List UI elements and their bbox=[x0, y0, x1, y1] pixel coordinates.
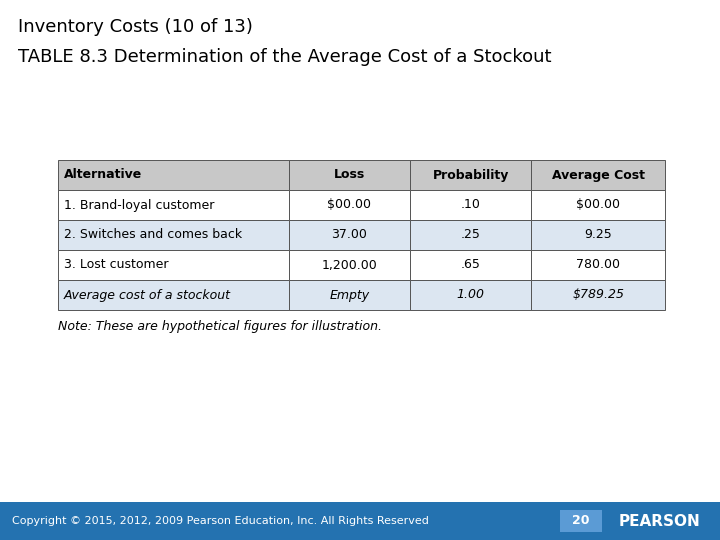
Text: Average Cost: Average Cost bbox=[552, 168, 644, 181]
Bar bbox=[531, 220, 665, 250]
Text: $00.00: $00.00 bbox=[328, 199, 372, 212]
Text: 37.00: 37.00 bbox=[331, 228, 367, 241]
Text: Loss: Loss bbox=[334, 168, 365, 181]
Bar bbox=[410, 190, 531, 220]
Text: 1.00: 1.00 bbox=[456, 288, 485, 301]
Bar bbox=[531, 190, 665, 220]
Bar bbox=[289, 190, 410, 220]
Bar bbox=[58, 160, 289, 190]
Text: 780.00: 780.00 bbox=[576, 259, 620, 272]
Bar bbox=[289, 280, 410, 310]
Text: Copyright © 2015, 2012, 2009 Pearson Education, Inc. All Rights Reserved: Copyright © 2015, 2012, 2009 Pearson Edu… bbox=[12, 516, 429, 526]
Bar bbox=[410, 220, 531, 250]
Text: TABLE 8.3 Determination of the Average Cost of a Stockout: TABLE 8.3 Determination of the Average C… bbox=[18, 48, 552, 66]
Text: 1. Brand-loyal customer: 1. Brand-loyal customer bbox=[64, 199, 215, 212]
Text: $00.00: $00.00 bbox=[576, 199, 620, 212]
Text: .25: .25 bbox=[461, 228, 481, 241]
Text: 1,200.00: 1,200.00 bbox=[322, 259, 377, 272]
Bar bbox=[531, 280, 665, 310]
Text: Average cost of a stockout: Average cost of a stockout bbox=[64, 288, 231, 301]
Bar bbox=[289, 160, 410, 190]
Text: Note: These are hypothetical figures for illustration.: Note: These are hypothetical figures for… bbox=[58, 320, 382, 333]
Text: $789.25: $789.25 bbox=[572, 288, 624, 301]
Text: 20: 20 bbox=[572, 515, 590, 528]
Bar bbox=[289, 250, 410, 280]
Text: Alternative: Alternative bbox=[64, 168, 143, 181]
Text: PEARSON: PEARSON bbox=[619, 514, 701, 529]
Bar bbox=[531, 160, 665, 190]
Text: Empty: Empty bbox=[329, 288, 369, 301]
Bar bbox=[58, 280, 289, 310]
Bar bbox=[531, 250, 665, 280]
Bar bbox=[0, 502, 720, 540]
Bar bbox=[410, 160, 531, 190]
Bar bbox=[58, 190, 289, 220]
Text: .10: .10 bbox=[461, 199, 481, 212]
Text: Probability: Probability bbox=[433, 168, 509, 181]
Bar bbox=[410, 280, 531, 310]
Text: Inventory Costs (10 of 13): Inventory Costs (10 of 13) bbox=[18, 18, 253, 36]
Bar bbox=[289, 220, 410, 250]
Bar bbox=[58, 220, 289, 250]
Text: 2. Switches and comes back: 2. Switches and comes back bbox=[64, 228, 242, 241]
Bar bbox=[58, 250, 289, 280]
Text: 9.25: 9.25 bbox=[585, 228, 612, 241]
Text: .65: .65 bbox=[461, 259, 481, 272]
Text: 3. Lost customer: 3. Lost customer bbox=[64, 259, 168, 272]
Bar bbox=[560, 510, 602, 532]
Bar bbox=[410, 250, 531, 280]
